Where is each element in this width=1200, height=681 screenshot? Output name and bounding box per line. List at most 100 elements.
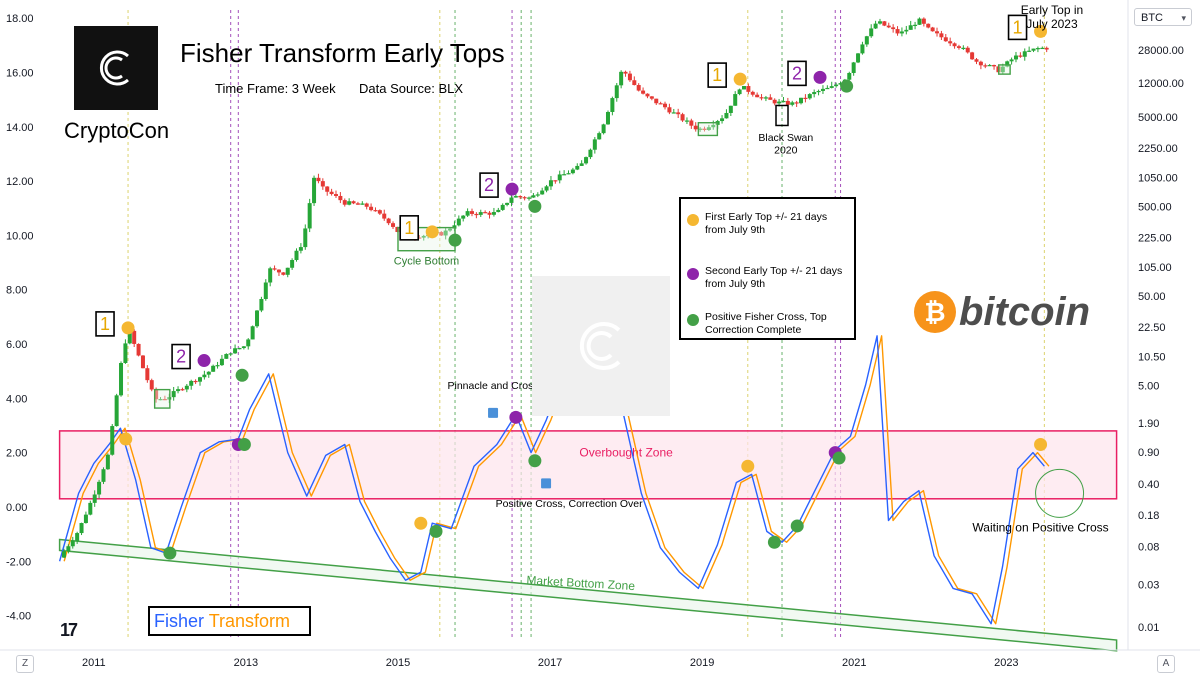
candle-body-184 (869, 28, 874, 37)
candle-body-64 (342, 200, 347, 205)
annotation-1: Positive Cross, Correction Over (496, 498, 644, 510)
data-source-label: Data Source: BLX (359, 81, 464, 96)
candle-body-104 (518, 196, 523, 198)
candle-body-53 (294, 250, 299, 260)
candle-body-110 (544, 186, 549, 191)
candle-body-10 (105, 454, 110, 470)
right-tick-9: 50.00 (1138, 291, 1166, 303)
price-marker-cross-2 (235, 368, 249, 382)
right-tick-6: 500.00 (1138, 201, 1172, 213)
badge-number-10: 1 (1013, 17, 1023, 37)
candle-body-148 (711, 124, 716, 128)
fisher-marker-first-8 (741, 459, 755, 473)
fisher-marker-cross-7 (528, 454, 542, 468)
candle-body-208 (974, 59, 979, 62)
candle-body-167 (794, 102, 799, 104)
right-tick-18: 0.03 (1138, 579, 1159, 591)
fisher-marker-cross-10 (790, 519, 804, 533)
right-tick-16: 0.18 (1138, 510, 1159, 522)
candle-body-115 (566, 173, 571, 175)
legend-dot-0 (687, 214, 699, 226)
overbought-zone (58, 430, 1118, 500)
candle-body-59 (320, 181, 325, 187)
candle-body-155 (741, 86, 746, 90)
ticker-selector[interactable]: BTC ▾ (1134, 8, 1192, 26)
candle-body-179 (847, 72, 852, 80)
zoom-button[interactable]: Z (16, 655, 34, 673)
annotation-4: Early Top in (1021, 3, 1083, 17)
badge-box-8 (787, 60, 807, 87)
candle-body-112 (553, 180, 558, 182)
fisher-marker-cross-9 (767, 535, 781, 549)
candle-body-146 (702, 128, 707, 130)
candle-body-9 (101, 469, 106, 482)
candle-body-191 (899, 31, 904, 34)
candle-body-188 (886, 25, 891, 28)
candle-body-140 (676, 112, 681, 115)
candle-body-71 (373, 210, 378, 212)
candle-body-47 (268, 268, 273, 283)
left-tick-8: 2.00 (6, 448, 27, 460)
candle-body-26 (176, 389, 181, 392)
candle-body-120 (588, 149, 593, 158)
candle-body-183 (864, 36, 869, 45)
candle-body-20 (149, 380, 154, 390)
auto-scale-button[interactable]: A (1157, 655, 1175, 673)
candle-body-206 (965, 47, 970, 53)
candle-body-132 (641, 90, 646, 94)
candle-body-8 (97, 481, 102, 495)
candle-body-21 (154, 389, 159, 400)
x-tick-1: 2013 (234, 657, 258, 669)
candle-body-144 (693, 125, 698, 130)
candle-body-174 (825, 87, 830, 90)
candle-body-37 (224, 354, 229, 359)
badge-number-7: 1 (712, 65, 722, 85)
fisher-marker-first-13 (1034, 437, 1048, 451)
price-marker-cross-6 (528, 199, 542, 213)
candle-body-58 (316, 177, 321, 182)
candle-body-116 (570, 169, 575, 174)
badge-number-1: 2 (176, 347, 186, 367)
annotation-2: Waiting on Positive Cross (972, 520, 1108, 534)
candle-body-13 (119, 362, 124, 396)
candle-body-130 (632, 80, 637, 86)
candle-body-90 (456, 218, 461, 226)
left-tick-3: 12.00 (6, 176, 34, 188)
candle-body-131 (636, 85, 641, 91)
candle-body-207 (970, 52, 975, 60)
candle-body-141 (680, 114, 685, 121)
price-marker-first-0 (121, 321, 135, 335)
candle-body-12 (114, 395, 119, 427)
right-tick-12: 5.00 (1138, 381, 1159, 393)
left-tick-2: 14.00 (6, 122, 34, 134)
price-marker-cross-4 (448, 233, 462, 247)
candle-body-100 (500, 204, 505, 210)
black-swan-marker (775, 104, 789, 127)
candle-body-48 (272, 268, 277, 270)
candle-body-166 (790, 102, 795, 105)
candle-body-42 (246, 339, 251, 347)
ticker-label: BTC (1141, 12, 1163, 24)
candle-body-39 (233, 348, 238, 354)
candle-body-209 (978, 61, 983, 66)
candle-body-138 (667, 107, 672, 113)
candle-body-17 (136, 343, 141, 356)
candle-body-121 (592, 139, 597, 150)
candle-body-190 (895, 29, 900, 34)
candle-body-93 (469, 211, 474, 214)
brand-name: CryptoCon (64, 118, 170, 143)
right-tick-1: 28000.00 (1138, 45, 1184, 57)
badge-number-5: 2 (484, 175, 494, 195)
vertical-marker-lines (127, 10, 1045, 640)
candle-body-194 (913, 24, 918, 26)
candle-body-34 (211, 365, 216, 372)
candle-body-211 (987, 65, 992, 67)
candle-body-57 (312, 177, 317, 204)
candle-body-14 (123, 343, 128, 363)
candle-body-192 (904, 29, 909, 32)
market-bottom-zone-label: Market Bottom Zone (526, 573, 636, 593)
right-tick-15: 0.40 (1138, 479, 1159, 491)
x-tick-6: 2023 (994, 657, 1018, 669)
right-tick-8: 105.00 (1138, 262, 1172, 274)
candle-body-118 (579, 163, 584, 166)
